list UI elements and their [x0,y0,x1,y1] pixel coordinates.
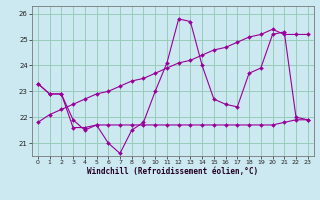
X-axis label: Windchill (Refroidissement éolien,°C): Windchill (Refroidissement éolien,°C) [87,167,258,176]
